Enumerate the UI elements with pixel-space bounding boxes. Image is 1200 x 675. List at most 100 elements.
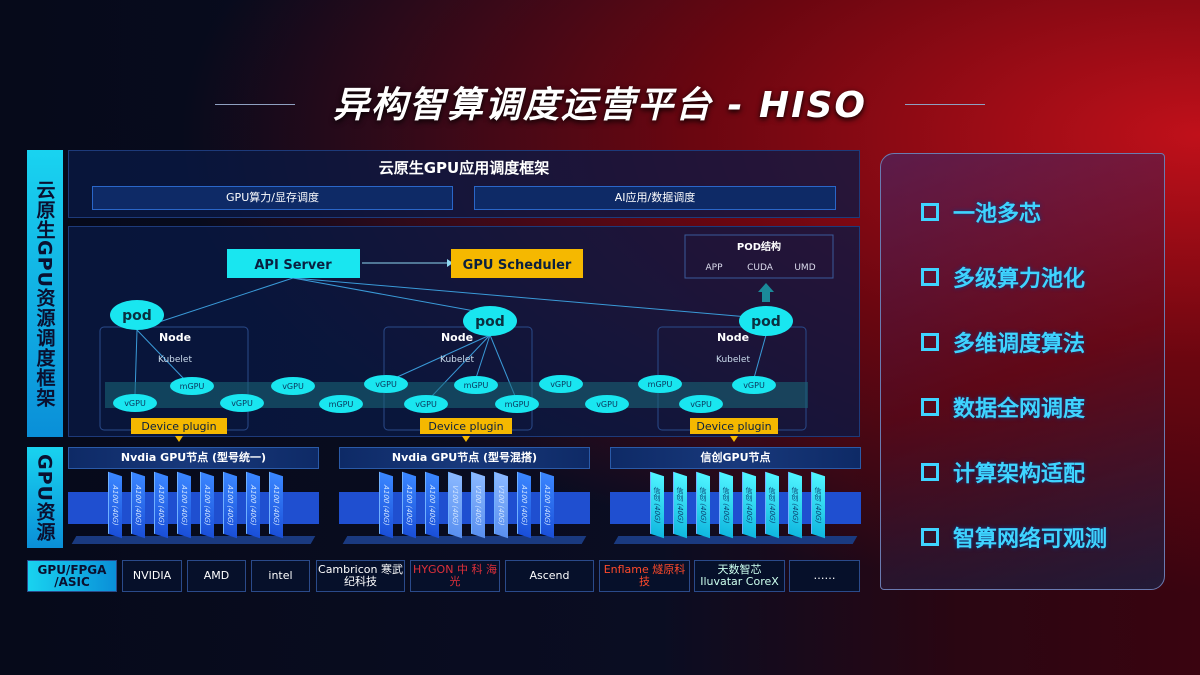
- gpu-card: A100 (40G): [154, 471, 168, 539]
- gpu-label: vGPU: [415, 400, 437, 409]
- gpu-card: A100 (40G): [517, 471, 531, 539]
- gpu-node-title: 信创GPU节点: [610, 447, 861, 469]
- gpu-card: 信创 (40G): [765, 471, 779, 539]
- gpu-label: vGPU: [375, 380, 397, 389]
- gpu-card: A100 (40G): [223, 471, 237, 539]
- pod-structure-cuda: CUDA: [747, 263, 774, 273]
- framework-side-label: 云原生GPU资源调度框架: [27, 150, 63, 437]
- checkbox-icon: [921, 268, 939, 286]
- more-vendors: ……: [789, 560, 860, 592]
- gpu-card: A100 (40G): [402, 471, 416, 539]
- gpu-ellipse: [113, 394, 157, 412]
- gpu-card: A100 (40G): [425, 471, 439, 539]
- gpu-ellipse: [495, 395, 539, 413]
- gpu-ellipse: [454, 376, 498, 394]
- device-plugin-label: Device plugin: [141, 420, 216, 433]
- gpu-card: 信创 (40G): [742, 471, 756, 539]
- down-arrow-icon: [462, 436, 470, 442]
- app-framework-heading: 云原生GPU应用调度框架: [378, 159, 550, 177]
- checkbox-icon: [921, 528, 939, 546]
- gpu-ellipse: [319, 395, 363, 413]
- gpu-label: mGPU: [180, 382, 205, 391]
- gpu-ellipse: [364, 375, 408, 393]
- gpu-ellipse: [271, 377, 315, 395]
- pod-ellipse: [463, 306, 517, 336]
- gpu-card: A100 (40G): [200, 471, 214, 539]
- compute-memory-scheduling-box: GPU算力/显存调度: [92, 186, 453, 210]
- feature-item: 一池多芯: [921, 196, 1041, 228]
- feature-item: 智算网络可观测: [921, 521, 1107, 553]
- gpu-label: vGPU: [124, 399, 146, 408]
- up-arrow-icon: [758, 283, 774, 302]
- gpu-ellipse: [539, 375, 583, 393]
- gpu-card: 信创 (40G): [673, 471, 687, 539]
- device-plugin-label: Device plugin: [428, 420, 503, 433]
- gpu-label: vGPU: [231, 399, 253, 408]
- checkbox-icon: [921, 203, 939, 221]
- node-label: Node: [159, 331, 191, 344]
- gpu-label: vGPU: [282, 382, 304, 391]
- device-plugin-label: Device plugin: [696, 420, 771, 433]
- gpu-node-title: Nvdia GPU节点 (型号混搭): [339, 447, 590, 469]
- feature-item: 多维调度算法: [921, 326, 1085, 358]
- intel-logo: intel: [251, 560, 310, 592]
- down-arrow-icon: [175, 436, 183, 442]
- gpu-scheduler-box: [451, 249, 583, 278]
- resources-side-label: GPU资源: [27, 447, 63, 548]
- ascend-logo: Ascend: [505, 560, 594, 592]
- gpu-label: vGPU: [690, 400, 712, 409]
- title-divider-right: [905, 104, 985, 105]
- device-plugin-box: [420, 418, 512, 434]
- gpu-label: mGPU: [648, 380, 673, 389]
- feature-label: 智算网络可观测: [953, 527, 1108, 552]
- gpu-card: 信创 (40G): [650, 471, 664, 539]
- gpu-card: V100 (40G): [471, 471, 485, 539]
- feature-label: 多维调度算法: [953, 332, 1086, 357]
- gpu-node-rack: 信创 (40G) 信创 (40G) 信创 (40G) 信创 (40G) 信创 (40G)…: [610, 471, 861, 544]
- gpu-ellipse: [638, 375, 682, 393]
- iluvatar-logo: 天数智芯 Iluvatar CoreX: [694, 560, 785, 592]
- feature-item: 多级算力池化: [921, 261, 1085, 293]
- feature-item: 计算架构适配: [921, 456, 1085, 488]
- pod-label: pod: [751, 314, 781, 330]
- kubelet-label: Kubelet: [716, 355, 750, 365]
- hygon-logo: HYGON 中 科 海 光: [410, 560, 500, 592]
- gpu-scheduler-label: GPU Scheduler: [463, 258, 572, 273]
- checkbox-icon: [921, 398, 939, 416]
- features-panel: 一池多芯多级算力池化多维调度算法 数据全网调度 计算架构适配 智算网络可观测: [880, 153, 1165, 590]
- gpu-card: V100 (40G): [494, 471, 508, 539]
- feature-label: 一池多芯: [953, 202, 1042, 227]
- page-title: 异构智算调度运营平台 - HISO: [332, 85, 868, 126]
- device-plugin-box: [131, 418, 227, 434]
- api-server-label: API Server: [254, 258, 332, 273]
- gpu-card: 信创 (40G): [788, 471, 802, 539]
- feature-label: 计算架构适配: [953, 462, 1086, 487]
- gpu-card: V100 (40G): [448, 471, 462, 539]
- checkbox-icon: [921, 333, 939, 351]
- gpu-card: A100 (40G): [108, 471, 122, 539]
- api-server-box: [227, 249, 360, 278]
- pod-label: pod: [475, 314, 505, 330]
- pod-structure-umd: UMD: [794, 263, 815, 273]
- device-plugin-box: [690, 418, 778, 434]
- title-divider-left: [215, 104, 295, 105]
- pod-ellipse: [110, 300, 164, 330]
- gpu-ellipse: [679, 395, 723, 413]
- gpu-label: vGPU: [596, 400, 618, 409]
- kubelet-label: Kubelet: [158, 355, 192, 365]
- feature-label: 数据全网调度: [953, 397, 1086, 422]
- gpu-card: A100 (40G): [540, 471, 554, 539]
- gpu-label: vGPU: [743, 381, 765, 390]
- gpu-card: 信创 (40G): [696, 471, 710, 539]
- down-arrow-icon: [730, 436, 738, 442]
- gpu-ellipse: [585, 395, 629, 413]
- gpu-node-rack: A100 (40G) A100 (40G) A100 (40G) V100 (40G)…: [339, 471, 590, 544]
- pod-structure-title: POD结构: [737, 240, 781, 253]
- gpu-card: A100 (40G): [246, 471, 260, 539]
- amd-logo: AMD: [187, 560, 246, 592]
- feature-item: 数据全网调度: [921, 391, 1085, 423]
- gpu-ellipse: [404, 395, 448, 413]
- pod-label: pod: [122, 308, 152, 324]
- pod-ellipse: [739, 306, 793, 336]
